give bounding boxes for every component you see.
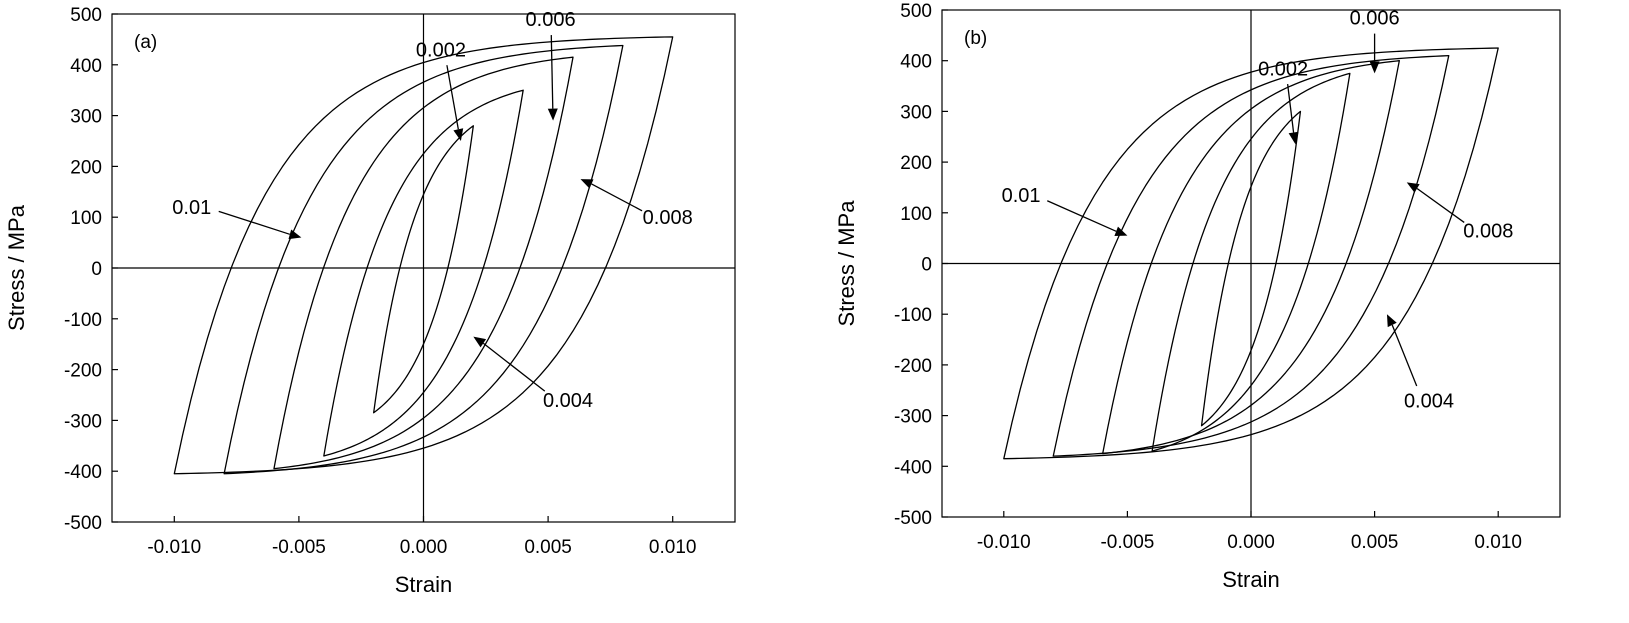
panel-label: (b) <box>964 28 987 49</box>
y-tick-label: -100 <box>64 310 102 331</box>
annotation-arrow-head <box>580 179 594 189</box>
annotation-arrow-line <box>446 65 459 130</box>
annotation-arrow-head <box>1114 226 1128 237</box>
annotation-arrow-line <box>218 210 291 235</box>
y-tick-label: 500 <box>70 5 102 26</box>
annotation-arrow-head <box>288 229 302 240</box>
y-tick-label: 500 <box>900 1 932 22</box>
annotation-arrow-line <box>1416 187 1465 223</box>
y-tick-label: 0 <box>91 259 102 280</box>
hysteresis-loop-0.004 <box>323 89 524 457</box>
annotation-arrow-line <box>1047 200 1117 232</box>
hysteresis-loop-0.006 <box>1102 60 1400 455</box>
panel-b: -500 -400 -300 -200 -100 0 100 200 300 400 500 -0.0… <box>834 1 1561 592</box>
y-tick-label: 300 <box>70 107 102 128</box>
annotation-arrow-head <box>1386 314 1397 328</box>
x-tick-label: 0.010 <box>649 537 697 558</box>
y-tick-label: 400 <box>70 56 102 77</box>
hysteresis-loop-0.002 <box>1200 110 1302 427</box>
y-tick-label: 200 <box>70 157 102 178</box>
amplitude-annotation: 0.006 <box>526 9 576 31</box>
x-tick-label: 0.005 <box>1351 532 1399 553</box>
amplitude-annotation: 0.01 <box>172 197 211 219</box>
y-tick-label: -500 <box>894 508 932 529</box>
y-tick-label: 0 <box>921 255 932 276</box>
x-tick-label: -0.010 <box>147 537 201 558</box>
y-tick-label: 300 <box>900 102 932 123</box>
annotation-arrow-head <box>473 336 487 348</box>
annotation-arrow-line <box>550 35 554 109</box>
y-tick-label: -300 <box>894 407 932 428</box>
y-tick-label: -300 <box>64 411 102 432</box>
y-tick-label: -100 <box>894 305 932 326</box>
y-tick-label: -200 <box>894 356 932 377</box>
y-tick-label: 400 <box>900 52 932 73</box>
amplitude-annotation: 0.002 <box>1258 58 1308 80</box>
hysteresis-loop-0.01 <box>1003 47 1499 460</box>
y-tick-label: 200 <box>900 153 932 174</box>
x-tick-label: 0.010 <box>1474 532 1522 553</box>
x-tick-label: 0.000 <box>400 537 448 558</box>
annotation-arrow-head <box>1406 182 1420 193</box>
annotation-arrow-head <box>1369 61 1380 74</box>
annotation-arrow-line <box>1286 84 1295 133</box>
annotation-arrow-line <box>482 342 546 392</box>
annotation-arrow-line <box>1391 324 1418 387</box>
y-tick-label: -400 <box>64 462 102 483</box>
hysteresis-loop-0.01 <box>173 36 674 475</box>
annotation-arrow-head <box>1288 131 1299 145</box>
annotation-arrow-head <box>547 108 558 121</box>
annotation-arrow-line <box>591 183 643 212</box>
x-tick-label: -0.005 <box>272 537 326 558</box>
amplitude-annotation: 0.01 <box>1002 185 1041 207</box>
amplitude-annotation: 0.002 <box>416 40 466 62</box>
hysteresis-loop-0.004 <box>1151 72 1351 452</box>
panel-label: (a) <box>134 32 157 53</box>
x-tick-label: -0.005 <box>1100 532 1154 553</box>
panel-a: -500 -400 -300 -200 -100 0 100 200 300 400 500 -0.0… <box>4 5 736 597</box>
y-tick-label: -200 <box>64 361 102 382</box>
y-tick-label: 100 <box>70 208 102 229</box>
hysteresis-loop-0.008 <box>223 44 624 475</box>
amplitude-annotation: 0.006 <box>1350 8 1400 30</box>
y-tick-label: 100 <box>900 204 932 225</box>
x-tick-label: -0.010 <box>977 532 1031 553</box>
y-tick-label: -400 <box>894 457 932 478</box>
x-tick-label: 0.005 <box>524 537 572 558</box>
hysteresis-loop-0.002 <box>373 125 474 414</box>
y-tick-label: -500 <box>64 513 102 534</box>
amplitude-annotation: 0.008 <box>1463 221 1513 243</box>
x-tick-label: 0.000 <box>1227 532 1275 553</box>
hysteresis-loop-0.006 <box>273 56 574 470</box>
x-axis-label: Strain <box>395 572 452 597</box>
y-axis-label: Stress / MPa <box>4 204 29 331</box>
hysteresis-loop-0.008 <box>1052 54 1450 457</box>
amplitude-annotation: 0.004 <box>1404 390 1454 412</box>
y-axis-label: Stress / MPa <box>834 200 859 327</box>
annotation-arrow-head <box>453 128 464 141</box>
amplitude-annotation: 0.008 <box>643 207 693 229</box>
x-axis-label: Strain <box>1222 567 1279 592</box>
amplitude-annotation: 0.004 <box>543 390 593 412</box>
